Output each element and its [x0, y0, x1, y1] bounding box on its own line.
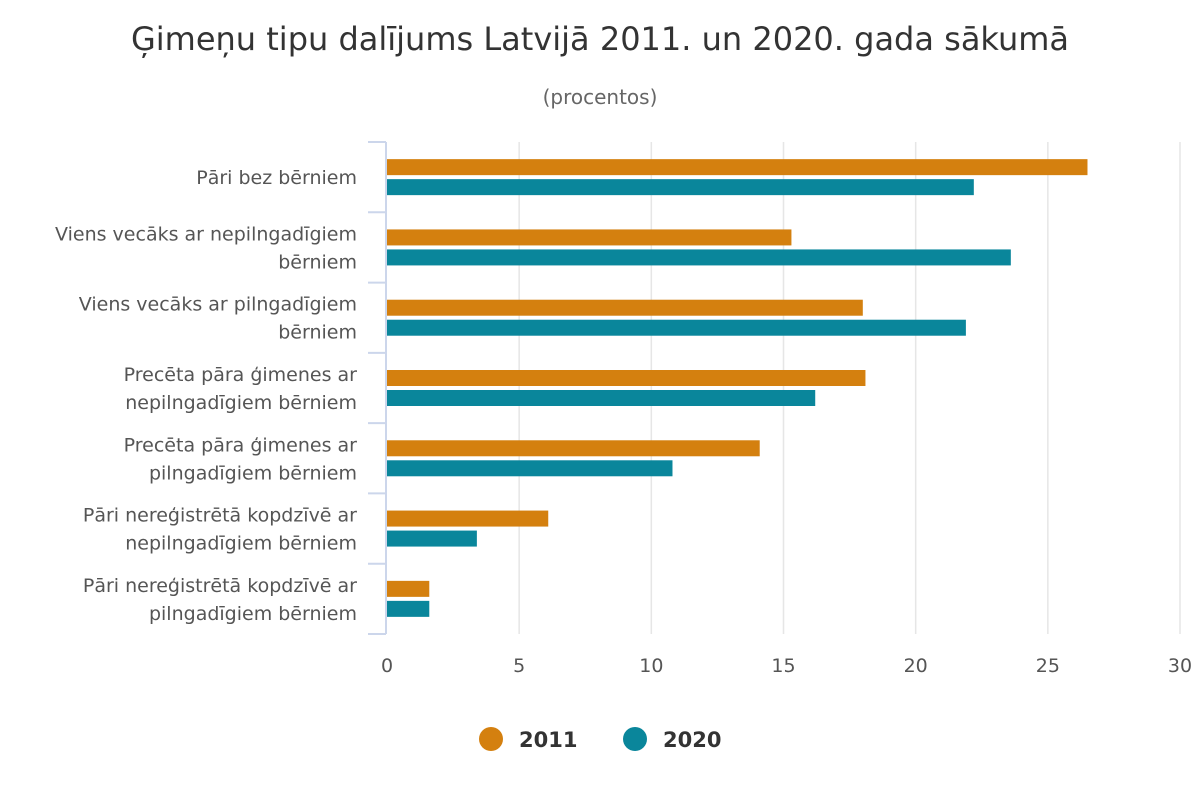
category-label: Precēta pāra ģimenes ar nepilngadīgiem bē… — [124, 364, 358, 414]
x-tick-label: 15 — [771, 655, 795, 677]
x-tick-label: 20 — [904, 655, 928, 677]
x-tick-label: 5 — [513, 655, 525, 677]
bar-2011-cat-2[interactable] — [387, 299, 863, 316]
category-label-line: Viens vecāks ar pilngadīgiem — [79, 294, 357, 316]
x-tick-label: 0 — [381, 655, 393, 677]
legend-marker-2020[interactable] — [623, 727, 647, 751]
bar-2011-cat-6[interactable] — [387, 580, 430, 597]
category-label-line: nepilngadīgiem bērniem — [125, 392, 357, 414]
category-label: Viens vecāks ar pilngadīgiem bērniem — [79, 294, 357, 344]
category-label: Viens vecāks ar nepilngadīgiem bērniem — [55, 223, 357, 273]
category-label-line: bērniem — [278, 322, 357, 344]
bar-2011-cat-5[interactable] — [387, 510, 549, 527]
bar-2020-cat-5[interactable] — [387, 530, 477, 547]
bars-group — [387, 159, 1088, 617]
bar-2020-cat-2[interactable] — [387, 319, 966, 336]
category-label-line: Pāri nereģistrētā kopdzīvē ar — [83, 575, 357, 597]
bar-2020-cat-3[interactable] — [387, 390, 816, 406]
gridlines — [518, 142, 1181, 634]
legend-marker-2011[interactable] — [479, 727, 503, 751]
bar-2011-cat-3[interactable] — [387, 370, 866, 386]
category-label-line: bērniem — [278, 251, 357, 273]
category-label-line: Pāri nereģistrētā kopdzīvē ar — [83, 505, 357, 527]
chart-subtitle: (procentos) — [543, 85, 658, 109]
category-label-line: Precēta pāra ģimenes ar — [124, 434, 358, 456]
category-label: Pāri nereģistrētā kopdzīvē ar nepilngadīg… — [83, 505, 357, 555]
bar-2020-cat-0[interactable] — [387, 179, 974, 196]
category-label: Pāri bez bērniem — [196, 167, 357, 189]
bar-2011-cat-0[interactable] — [387, 159, 1088, 176]
bar-2020-cat-4[interactable] — [387, 460, 673, 477]
bar-2020-cat-6[interactable] — [387, 600, 430, 617]
x-tick-label: 30 — [1168, 655, 1192, 677]
category-label-line: Viens vecāks ar nepilngadīgiem — [55, 223, 357, 245]
category-axis — [368, 141, 387, 635]
legend-label-2020[interactable]: 2020 — [663, 728, 721, 752]
x-tick-label: 10 — [639, 655, 663, 677]
bar-2011-cat-4[interactable] — [387, 440, 760, 457]
category-label-line: pilngadīgiem bērniem — [149, 462, 357, 484]
category-label: Pāri nereģistrētā kopdzīvē ar pilngadīgie… — [83, 575, 357, 625]
category-label: Precēta pāra ģimenes ar pilngadīgiem bērn… — [124, 434, 358, 484]
chart-title: Ģimeņu tipu dalījums Latvijā 2011. un 20… — [131, 20, 1069, 58]
category-label-line: nepilngadīgiem bērniem — [125, 533, 357, 555]
category-labels: Pāri bez bērniem Viens vecāks ar nepilnga… — [55, 167, 357, 625]
category-label-line: Pāri bez bērniem — [196, 167, 357, 189]
x-axis-tick-labels: 0 5 10 15 20 25 30 — [381, 655, 1192, 677]
category-label-line: pilngadīgiem bērniem — [149, 603, 357, 625]
bar-2020-cat-1[interactable] — [387, 249, 1011, 266]
category-label-line: Precēta pāra ģimenes ar — [124, 364, 358, 386]
x-tick-label: 25 — [1036, 655, 1060, 677]
legend-label-2011[interactable]: 2011 — [519, 728, 577, 752]
bar-2011-cat-1[interactable] — [387, 229, 792, 246]
legend[interactable]: 2011 2020 — [479, 727, 721, 752]
